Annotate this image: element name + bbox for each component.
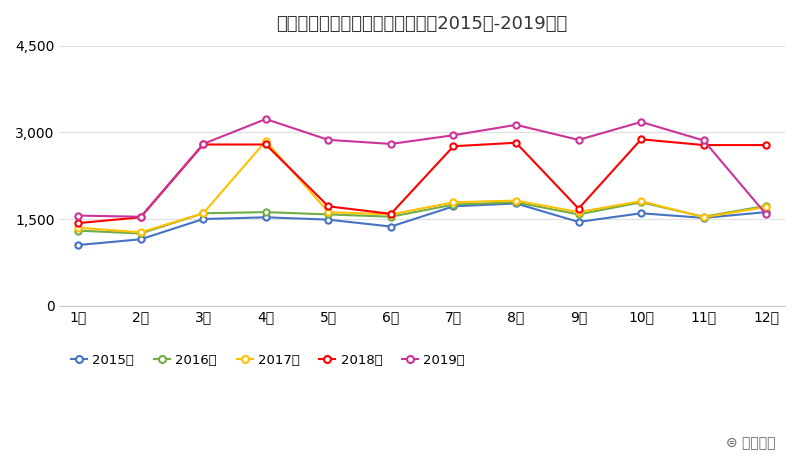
Title: 月別訪日ポルトガル人観光客数（2015年-2019年）: 月別訪日ポルトガル人観光客数（2015年-2019年） (277, 15, 568, 33)
Legend: 2015年, 2016年, 2017年, 2018年, 2019年: 2015年, 2016年, 2017年, 2018年, 2019年 (66, 348, 470, 372)
Text: ⊜ 訪日ラボ: ⊜ 訪日ラボ (726, 436, 776, 450)
